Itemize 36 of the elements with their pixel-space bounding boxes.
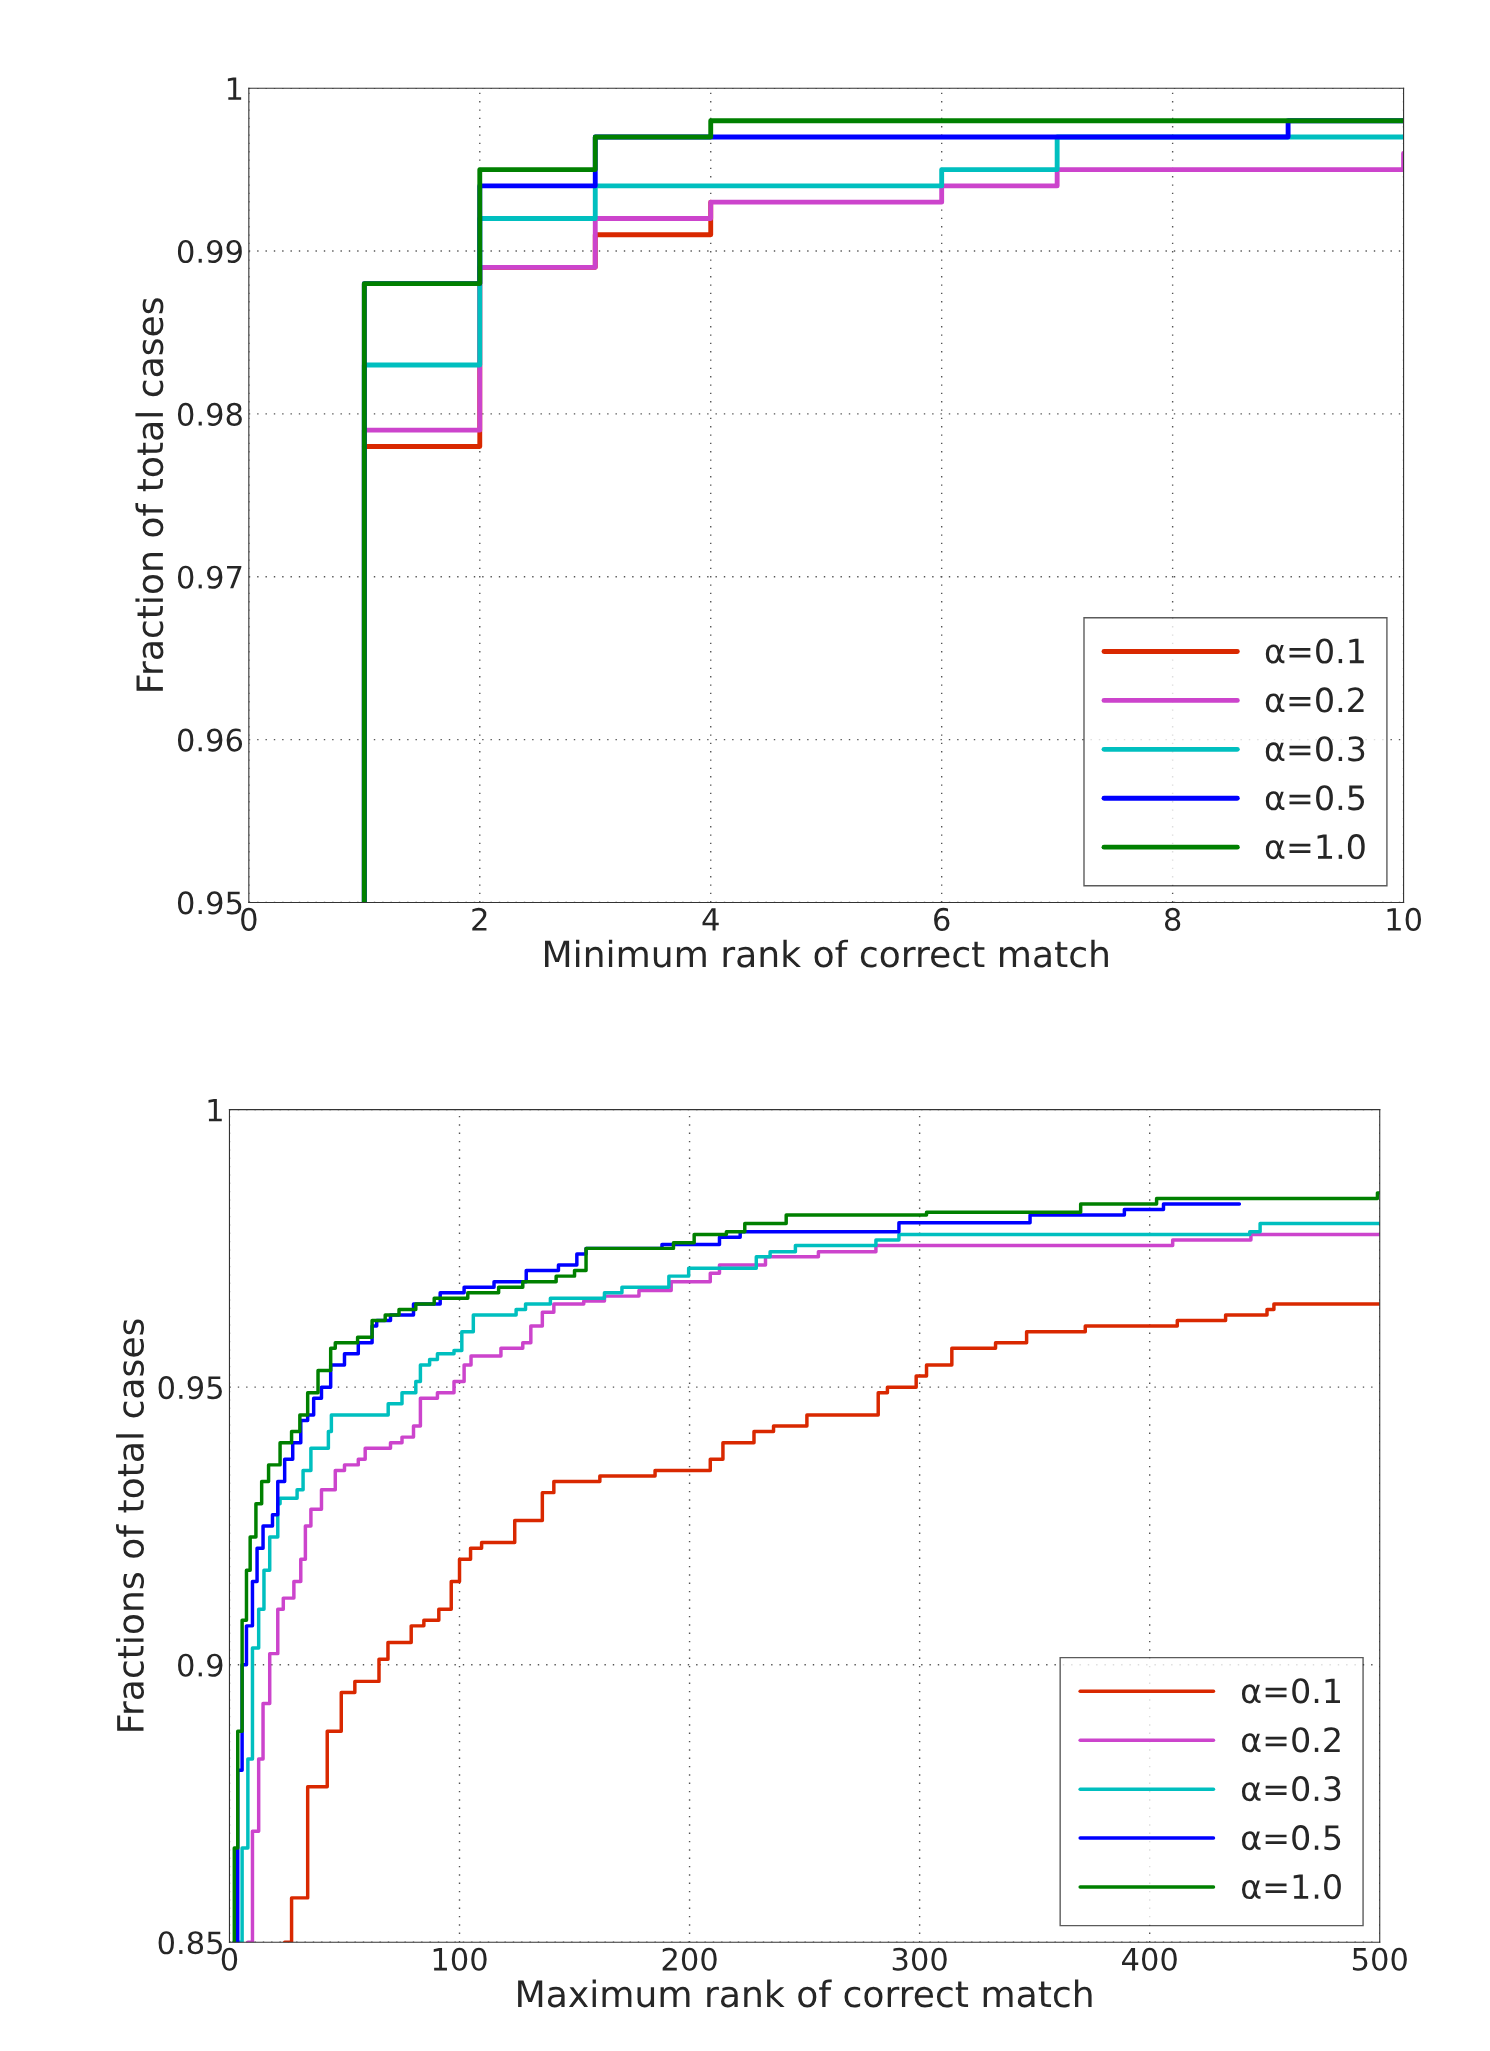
x-tick-label: 100 — [433, 1947, 487, 1971]
y-tick-label: 1 — [227, 77, 242, 100]
legend-label: α=0.2 — [1242, 1727, 1340, 1753]
legend-label: α=1.0 — [1242, 1873, 1341, 1900]
y-tick-label: 0.85 — [158, 1931, 222, 1955]
x-tick-label: 8 — [1164, 907, 1181, 931]
legend-label: α=0.5 — [1265, 785, 1364, 811]
x-tick-label: 10 — [1387, 907, 1421, 931]
x-tick-label: 500 — [1352, 1947, 1407, 1971]
legend-label: α=0.1 — [1242, 1678, 1340, 1704]
legend-label: α=0.2 — [1265, 687, 1364, 713]
legend-label: α=0.1 — [1265, 638, 1364, 664]
y-axis-title: Fractions of total cases — [116, 1319, 145, 1731]
y-tick-label: 0.95 — [177, 891, 242, 915]
legend-label: α=0.3 — [1242, 1776, 1341, 1802]
x-tick-label: 2 — [472, 907, 487, 931]
x-tick-label: 400 — [1122, 1947, 1177, 1971]
y-tick-label: 0.95 — [158, 1376, 222, 1400]
x-tick-label: 0 — [241, 907, 257, 931]
y-tick-label: 0.99 — [177, 239, 242, 264]
legend-label: α=0.5 — [1242, 1825, 1341, 1851]
x-tick-label: 0 — [221, 1947, 238, 1971]
y-tick-label: 0.9 — [178, 1653, 223, 1677]
legend-label: α=1.0 — [1265, 834, 1365, 860]
x-tick-label: 300 — [892, 1947, 947, 1971]
y-axis-title: Fraction of total cases — [135, 298, 164, 691]
x-tick-label: 4 — [702, 908, 719, 931]
x-tick-label: 200 — [662, 1947, 717, 1971]
x-tick-label: 6 — [934, 907, 950, 931]
y-tick-label: 1 — [208, 1098, 222, 1122]
y-tick-label: 0.98 — [177, 402, 242, 426]
x-axis-title: Maximum rank of correct match — [518, 1979, 1092, 2008]
x-axis-title: Minimum rank of correct match — [545, 939, 1108, 968]
legend-label: α=0.3 — [1265, 736, 1365, 762]
y-tick-label: 0.96 — [177, 728, 243, 752]
y-tick-label: 0.97 — [177, 565, 242, 589]
